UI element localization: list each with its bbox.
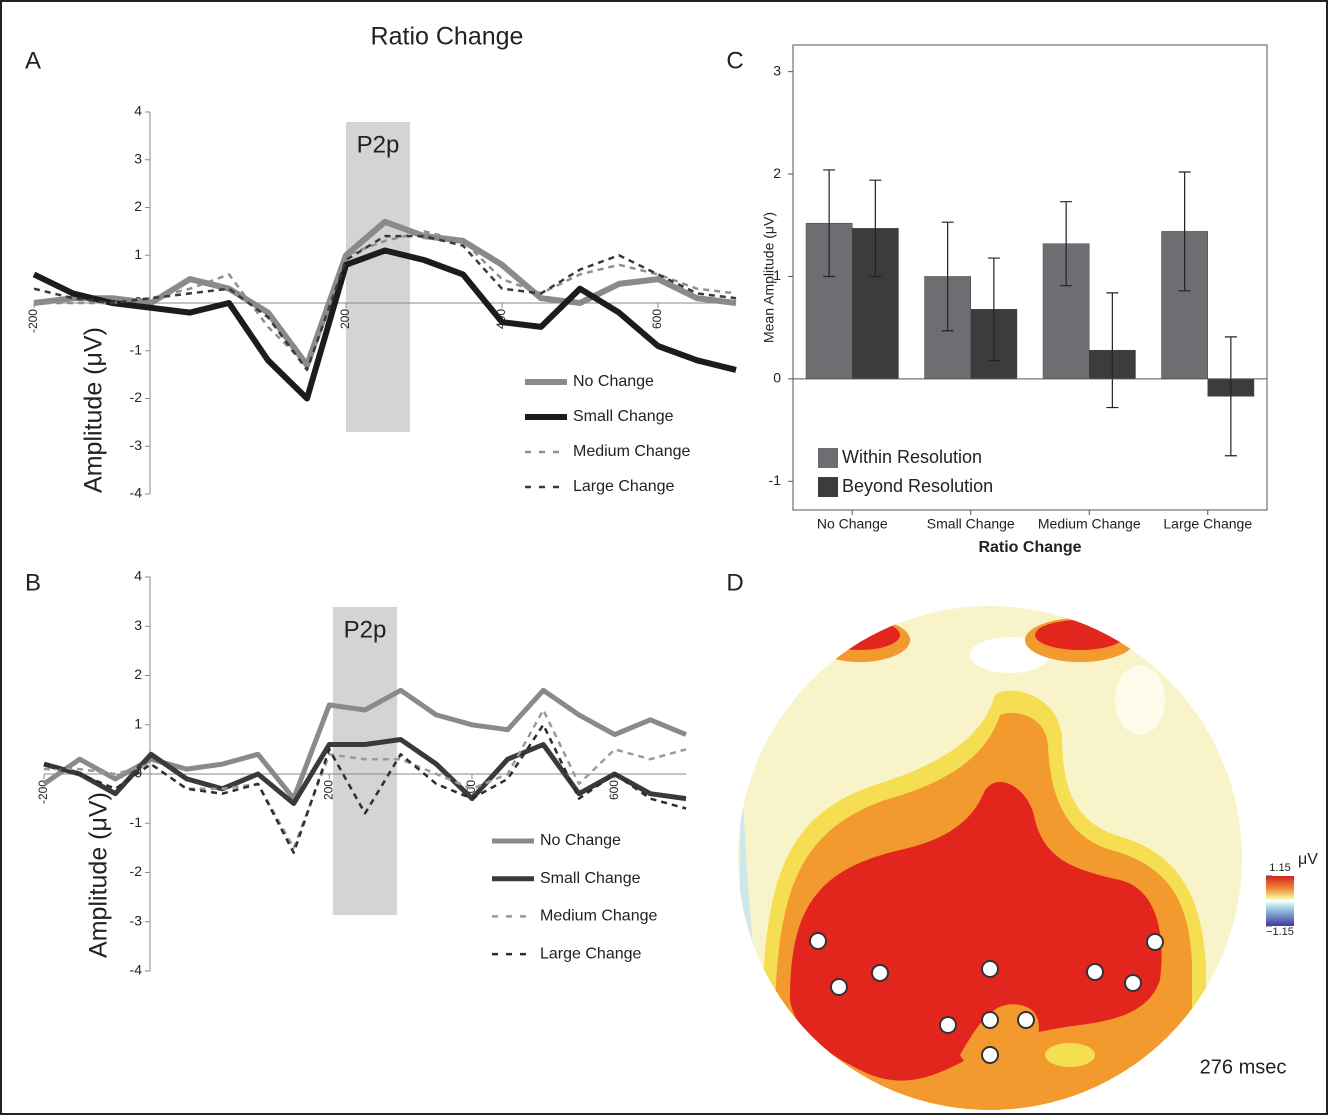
time-annotation: 276 msec xyxy=(1200,1056,1287,1078)
y-tick-label: -4 xyxy=(130,962,143,978)
topomap xyxy=(738,606,1242,1110)
x-tick-label: -200 xyxy=(36,780,50,804)
y-tick-label: -3 xyxy=(130,437,143,453)
x-tick-label: 200 xyxy=(322,780,336,800)
panel-letter: D xyxy=(726,569,743,596)
highlight-label: P2p xyxy=(344,616,387,643)
y-tick-label: 2 xyxy=(134,198,142,214)
y-tick-label: 1 xyxy=(134,246,142,262)
y-axis-label: Amplitude (μV) xyxy=(85,792,113,958)
colorbar-label: 1.15 xyxy=(1269,862,1290,874)
panel-letter: B xyxy=(25,569,41,596)
colorbar-label: −1.15 xyxy=(1266,926,1294,938)
legend-label: No Change xyxy=(540,832,621,849)
x-tick-label: No Change xyxy=(817,516,888,532)
y-tick-label: 2 xyxy=(134,666,142,682)
series-line xyxy=(32,247,737,402)
y-tick-label: -1 xyxy=(130,814,143,830)
y-tick-label: 1 xyxy=(134,715,142,731)
panel-letter: A xyxy=(25,47,41,74)
x-tick-label: 200 xyxy=(338,309,352,329)
chart-title: Ratio Change xyxy=(371,23,524,51)
y-tick-label: -1 xyxy=(769,472,782,488)
x-tick-label: Small Change xyxy=(927,516,1015,532)
y-tick-label: 3 xyxy=(134,617,142,633)
legend-label: Beyond Resolution xyxy=(842,476,993,496)
error-bar xyxy=(1060,201,1073,287)
legend-label: Large Change xyxy=(540,945,642,962)
series-line xyxy=(44,708,687,850)
colorbar-unit: μV xyxy=(1298,851,1318,868)
y-tick-label: 1 xyxy=(773,267,781,283)
y-tick-label: -4 xyxy=(130,485,143,501)
x-tick-label: Medium Change xyxy=(1038,516,1141,532)
error-bar xyxy=(987,257,1000,362)
error-bar xyxy=(1224,336,1237,457)
y-tick-label: 2 xyxy=(773,165,781,181)
y-tick-label: -1 xyxy=(130,341,143,357)
legend-swatch xyxy=(818,448,838,468)
y-tick-label: 4 xyxy=(134,103,142,119)
x-tick-label: -200 xyxy=(26,309,40,333)
y-tick-label: -2 xyxy=(130,863,143,879)
series-line xyxy=(33,234,737,372)
series-line xyxy=(33,218,737,369)
colorbar xyxy=(1266,876,1294,926)
y-tick-label: 3 xyxy=(773,62,781,78)
legend-label: Small Change xyxy=(573,408,674,425)
y-axis-label: Amplitude (μV) xyxy=(80,327,108,493)
x-tick-label: 600 xyxy=(607,780,621,800)
y-tick-label: 3 xyxy=(134,150,142,166)
y-tick-label: -2 xyxy=(130,389,143,405)
legend-label: Small Change xyxy=(540,870,641,887)
legend-label: Within Resolution xyxy=(842,447,982,467)
y-axis-label: Mean Amplitude (μV) xyxy=(761,212,777,343)
y-tick-label: 4 xyxy=(134,568,142,584)
x-tick-label: Large Change xyxy=(1163,516,1252,532)
legend-label: No Change xyxy=(573,373,654,390)
highlight-band xyxy=(332,607,398,915)
highlight-band xyxy=(346,122,410,432)
error-bar xyxy=(823,169,836,278)
error-bar xyxy=(941,221,954,332)
series-line xyxy=(34,230,737,367)
legend-swatch xyxy=(818,477,838,497)
y-tick-label: -3 xyxy=(130,912,143,928)
series-line xyxy=(43,737,687,806)
panel-letter: C xyxy=(726,47,743,74)
series-line xyxy=(42,687,687,802)
highlight-label: P2p xyxy=(357,131,400,158)
error-bar xyxy=(869,179,882,278)
x-axis-label: Ratio Change xyxy=(978,539,1081,556)
y-tick-label: 0 xyxy=(773,370,781,386)
error-bar xyxy=(1178,171,1191,292)
legend-label: Medium Change xyxy=(540,908,658,925)
error-bar xyxy=(1106,292,1119,409)
legend-label: Medium Change xyxy=(573,443,691,460)
x-tick-label: 600 xyxy=(650,309,664,329)
series-line xyxy=(43,723,687,855)
legend-label: Large Change xyxy=(573,478,675,495)
